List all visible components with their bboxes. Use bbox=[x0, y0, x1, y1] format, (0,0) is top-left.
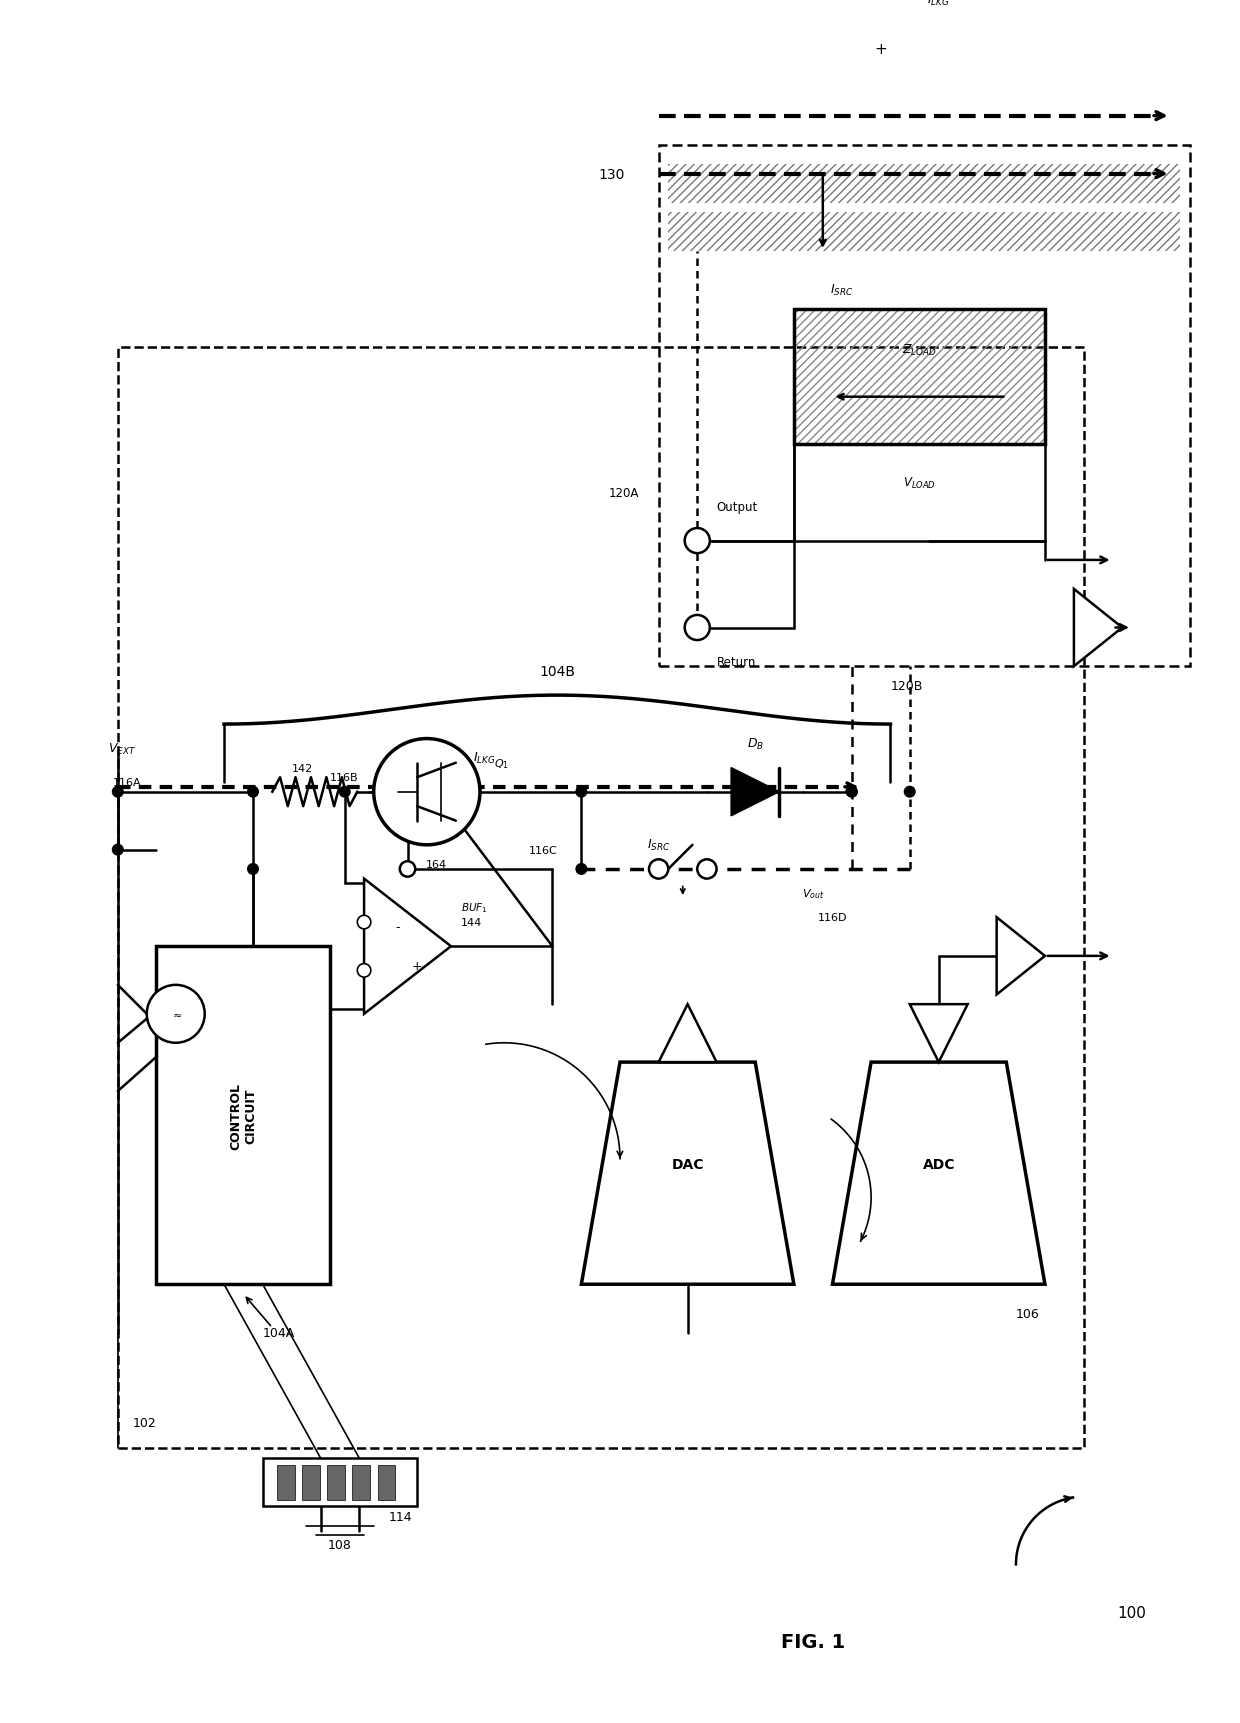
Circle shape bbox=[113, 844, 123, 855]
Text: 142: 142 bbox=[291, 763, 312, 774]
Text: 108: 108 bbox=[329, 1539, 352, 1552]
Polygon shape bbox=[1074, 589, 1122, 667]
Bar bbox=[352, 1465, 370, 1499]
Bar bbox=[668, 165, 1180, 203]
Bar bbox=[278, 1465, 295, 1499]
Text: FIG. 1: FIG. 1 bbox=[781, 1632, 846, 1651]
Bar bbox=[794, 310, 1045, 445]
Text: 120A: 120A bbox=[609, 486, 640, 500]
Text: +: + bbox=[874, 41, 887, 57]
Circle shape bbox=[577, 787, 587, 798]
Bar bbox=[263, 1458, 417, 1506]
Text: 130: 130 bbox=[599, 167, 625, 181]
Text: +: + bbox=[412, 960, 423, 972]
Circle shape bbox=[373, 739, 480, 846]
Bar bbox=[378, 1465, 396, 1499]
Circle shape bbox=[684, 529, 709, 553]
Text: 144: 144 bbox=[460, 918, 482, 927]
Text: ADC: ADC bbox=[923, 1156, 955, 1172]
Circle shape bbox=[340, 787, 350, 798]
Polygon shape bbox=[997, 918, 1045, 994]
Circle shape bbox=[146, 986, 205, 1042]
Circle shape bbox=[248, 787, 258, 798]
Text: $V_{LOAD}$: $V_{LOAD}$ bbox=[903, 476, 936, 491]
Bar bbox=[156, 946, 330, 1284]
Text: $I_{LKG}$: $I_{LKG}$ bbox=[474, 751, 496, 767]
Text: $I_{LKG}$: $I_{LKG}$ bbox=[928, 0, 950, 9]
Text: $BUF_1$: $BUF_1$ bbox=[460, 901, 487, 915]
Text: 116A: 116A bbox=[113, 777, 141, 787]
Text: $I_{SRC}$: $I_{SRC}$ bbox=[647, 837, 671, 853]
Polygon shape bbox=[732, 768, 780, 817]
Circle shape bbox=[847, 787, 857, 798]
Circle shape bbox=[577, 865, 587, 875]
Bar bbox=[327, 1465, 345, 1499]
Circle shape bbox=[357, 965, 371, 977]
Text: 116C: 116C bbox=[528, 846, 557, 855]
Text: $D_B$: $D_B$ bbox=[746, 736, 764, 751]
Bar bbox=[118, 348, 1084, 1449]
Polygon shape bbox=[582, 1063, 794, 1284]
Circle shape bbox=[697, 860, 717, 879]
Text: Return: Return bbox=[717, 655, 756, 669]
Polygon shape bbox=[365, 879, 451, 1015]
Bar bbox=[794, 310, 1045, 445]
Text: Output: Output bbox=[717, 501, 758, 513]
Text: DAC: DAC bbox=[671, 1156, 704, 1172]
Circle shape bbox=[399, 862, 415, 877]
Circle shape bbox=[847, 787, 857, 798]
Text: 114: 114 bbox=[388, 1509, 412, 1523]
Polygon shape bbox=[832, 1063, 1045, 1284]
Text: 106: 106 bbox=[1016, 1308, 1039, 1320]
Text: $V_{out}$: $V_{out}$ bbox=[802, 887, 825, 901]
Text: $V_{EXT}$: $V_{EXT}$ bbox=[108, 741, 136, 756]
Text: 164: 164 bbox=[427, 860, 448, 870]
Text: 104B: 104B bbox=[539, 665, 575, 679]
Text: -: - bbox=[396, 920, 401, 934]
Bar bbox=[668, 214, 1180, 252]
Circle shape bbox=[684, 615, 709, 641]
Text: 104A: 104A bbox=[263, 1327, 295, 1339]
Text: $\approx$: $\approx$ bbox=[170, 1010, 182, 1020]
Text: 100: 100 bbox=[1117, 1606, 1146, 1620]
Text: $I_{SRC}$: $I_{SRC}$ bbox=[831, 283, 854, 298]
Text: 116B: 116B bbox=[330, 772, 358, 782]
Circle shape bbox=[904, 787, 915, 798]
Text: 102: 102 bbox=[133, 1416, 156, 1430]
Text: 120B: 120B bbox=[890, 679, 923, 693]
Circle shape bbox=[402, 865, 413, 875]
Circle shape bbox=[248, 865, 258, 875]
Text: CONTROL
CIRCUIT: CONTROL CIRCUIT bbox=[229, 1082, 258, 1149]
Circle shape bbox=[113, 787, 123, 798]
Circle shape bbox=[649, 860, 668, 879]
Polygon shape bbox=[658, 1005, 717, 1063]
Text: $Q_1$: $Q_1$ bbox=[495, 756, 510, 770]
Text: $Z_{LOAD}$: $Z_{LOAD}$ bbox=[901, 343, 937, 358]
Bar bbox=[303, 1465, 320, 1499]
Text: 116D: 116D bbox=[817, 913, 847, 924]
Circle shape bbox=[357, 917, 371, 929]
Polygon shape bbox=[910, 1005, 967, 1063]
